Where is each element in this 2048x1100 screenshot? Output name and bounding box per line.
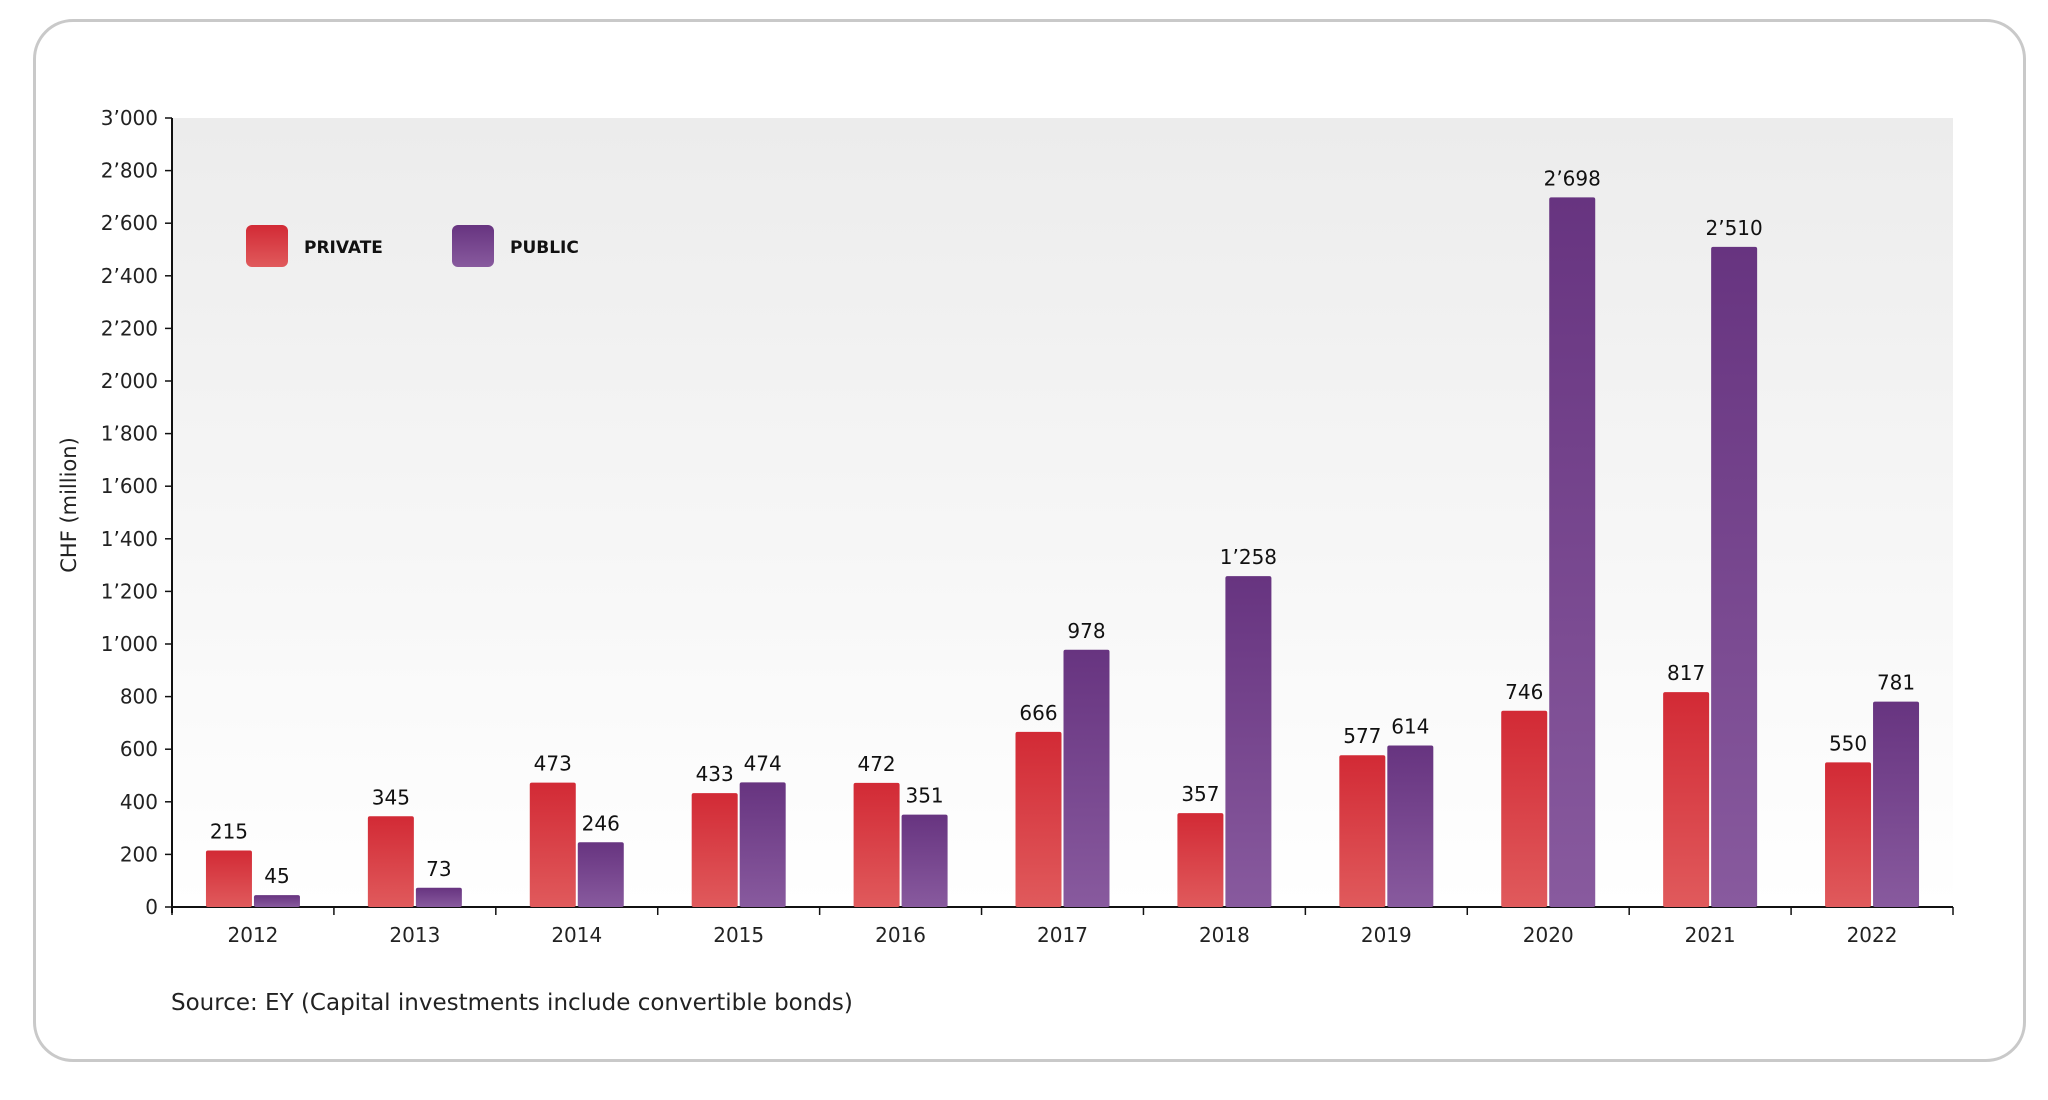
bar-public-2019 bbox=[1387, 745, 1434, 907]
data-label-private: 215 bbox=[210, 819, 248, 843]
bars bbox=[205, 197, 1920, 907]
bar-public-2021 bbox=[1711, 246, 1758, 907]
data-label-private: 433 bbox=[696, 762, 734, 786]
data-label-private: 473 bbox=[534, 752, 572, 776]
bar-public-2016 bbox=[901, 814, 948, 907]
x-tick-label: 2018 bbox=[1199, 923, 1250, 947]
y-tick-label: 1’000 bbox=[101, 632, 158, 656]
bar-public-2013 bbox=[415, 887, 462, 907]
bar-private-2021 bbox=[1663, 692, 1710, 907]
x-tick-label: 2014 bbox=[551, 923, 602, 947]
y-tick-label: 800 bbox=[120, 685, 158, 709]
data-label-public: 978 bbox=[1067, 619, 1105, 643]
x-tick-label: 2019 bbox=[1361, 923, 1412, 947]
y-tick-label: 400 bbox=[120, 790, 158, 814]
y-tick-label: 1’200 bbox=[101, 579, 158, 603]
legend-label-public: PUBLIC bbox=[510, 238, 579, 258]
y-tick-label: 2’800 bbox=[101, 159, 158, 183]
legend-swatch-private bbox=[246, 225, 288, 267]
y-tick-label: 1’600 bbox=[101, 474, 158, 498]
bar-public-2017 bbox=[1063, 649, 1110, 907]
x-tick-label: 2013 bbox=[389, 923, 440, 947]
y-axis: 0 200 400 600 800 1’000 1’200 1’400 1’600 1’800 2’… bbox=[101, 106, 173, 919]
legend-label-private: PRIVATE bbox=[304, 238, 383, 258]
x-tick-label: 2022 bbox=[1847, 923, 1898, 947]
bar-public-2022 bbox=[1873, 701, 1920, 907]
bar-public-2012 bbox=[253, 895, 300, 907]
bar-private-2015 bbox=[691, 793, 738, 907]
data-label-public: 781 bbox=[1877, 671, 1915, 695]
legend: PRIVATE PUBLIC bbox=[246, 225, 579, 267]
data-label-private: 357 bbox=[1181, 782, 1219, 806]
y-tick-label: 2’200 bbox=[101, 316, 158, 340]
x-tick-label: 2015 bbox=[713, 923, 764, 947]
y-tick-label: 2’600 bbox=[101, 211, 158, 235]
data-label-public: 73 bbox=[426, 857, 451, 881]
bar-public-2018 bbox=[1225, 576, 1272, 907]
bar-private-2018 bbox=[1177, 813, 1224, 907]
data-label-private: 550 bbox=[1829, 731, 1867, 755]
y-tick-label: 1’400 bbox=[101, 527, 158, 551]
x-axis: 2012 2013 2014 2015 2016 2017 2018 2019 2020 2021… bbox=[171, 906, 1954, 947]
data-label-public: 614 bbox=[1391, 715, 1429, 739]
x-tick-label: 2016 bbox=[875, 923, 926, 947]
y-tick-label: 2’400 bbox=[101, 264, 158, 288]
bar-public-2014 bbox=[577, 842, 624, 907]
bar-private-2014 bbox=[529, 782, 576, 907]
data-label-public: 474 bbox=[744, 751, 782, 775]
data-label-private: 577 bbox=[1343, 724, 1381, 748]
data-label-public: 2’698 bbox=[1544, 166, 1601, 190]
data-label-public: 351 bbox=[905, 784, 943, 808]
legend-swatch-public bbox=[452, 225, 494, 267]
data-label-public: 1’258 bbox=[1220, 545, 1277, 569]
bar-private-2020 bbox=[1501, 710, 1548, 907]
x-tick-label: 2021 bbox=[1685, 923, 1736, 947]
y-tick-label: 2’000 bbox=[101, 369, 158, 393]
data-label-public: 246 bbox=[582, 811, 620, 835]
bar-private-2012 bbox=[205, 850, 252, 907]
bar-private-2022 bbox=[1825, 762, 1872, 907]
data-label-private: 817 bbox=[1667, 661, 1705, 685]
data-label-private: 746 bbox=[1505, 680, 1543, 704]
x-tick-label: 2017 bbox=[1037, 923, 1088, 947]
y-tick-label: 0 bbox=[145, 895, 158, 919]
y-tick-label: 600 bbox=[120, 737, 158, 761]
data-label-public: 2’510 bbox=[1706, 216, 1763, 240]
x-tick-label: 2012 bbox=[228, 923, 279, 947]
y-tick-label: 3’000 bbox=[101, 106, 158, 130]
bar-private-2016 bbox=[853, 782, 900, 907]
y-tick-label: 200 bbox=[120, 842, 158, 866]
bar-private-2019 bbox=[1339, 755, 1386, 907]
bar-private-2017 bbox=[1015, 731, 1062, 907]
source-note: Source: EY (Capital investments include … bbox=[171, 990, 853, 1016]
x-tick-label: 2020 bbox=[1523, 923, 1574, 947]
y-tick-label: 1’800 bbox=[101, 422, 158, 446]
bar-private-2013 bbox=[367, 816, 414, 907]
data-label-private: 345 bbox=[372, 785, 410, 809]
data-label-public: 45 bbox=[264, 864, 289, 888]
data-labels: 215 345 473 433 472 666 357 577 746 817 550 45 73 246… bbox=[210, 166, 1915, 888]
bar-public-2020 bbox=[1549, 197, 1596, 907]
y-axis-label: CHF (million) bbox=[57, 437, 81, 573]
data-label-private: 666 bbox=[1019, 701, 1057, 725]
data-label-private: 472 bbox=[857, 752, 895, 776]
bar-public-2015 bbox=[739, 782, 786, 907]
